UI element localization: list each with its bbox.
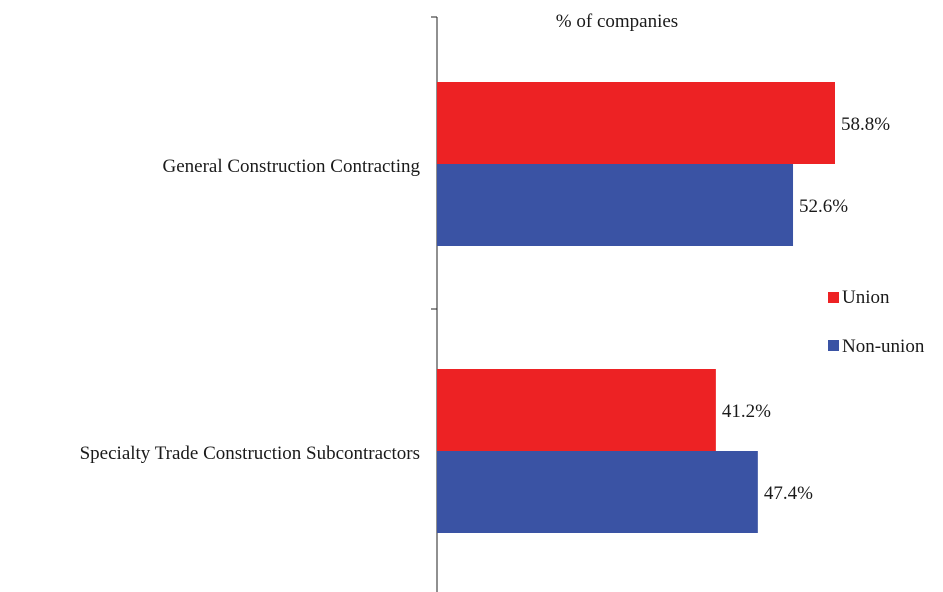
- legend-label-non-union: Non-union: [842, 336, 925, 357]
- bar-non-union-general-construction: [437, 164, 794, 246]
- data-label-non-union-general-construction: 52.6%: [799, 196, 848, 217]
- legend: Union Non-union: [828, 287, 925, 357]
- bar-labels-group: 58.8% 52.6% 41.2% 47.4%: [722, 114, 890, 504]
- category-label-general-construction: General Construction Contracting: [163, 156, 421, 177]
- data-label-union-general-construction: 58.8%: [841, 114, 890, 135]
- chart-title: % of companies: [556, 11, 678, 32]
- data-label-union-specialty-trade: 41.2%: [722, 401, 771, 422]
- data-label-non-union-specialty-trade: 47.4%: [764, 483, 813, 504]
- bar-non-union-specialty-trade: [437, 451, 758, 533]
- legend-label-union: Union: [842, 287, 890, 308]
- bars-group: [437, 82, 835, 533]
- bar-union-general-construction: [437, 82, 835, 164]
- bar-union-specialty-trade: [437, 369, 716, 451]
- category-label-specialty-trade: Specialty Trade Construction Subcontract…: [80, 443, 420, 464]
- legend-swatch-union: [828, 292, 839, 303]
- legend-swatch-non-union: [828, 340, 839, 351]
